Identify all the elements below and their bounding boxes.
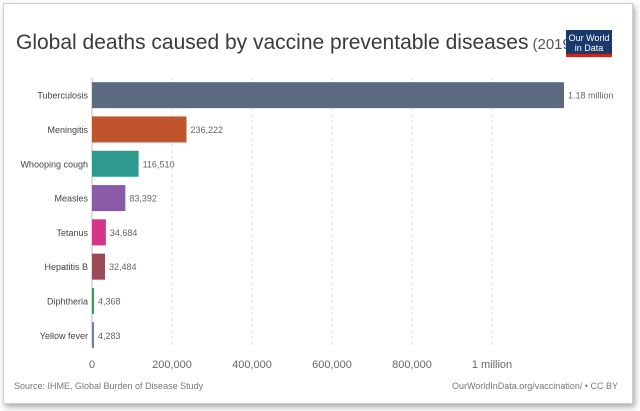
- logo-line-2: in Data: [574, 43, 604, 53]
- category-label: Diphtheria: [47, 296, 88, 306]
- bar: [92, 150, 139, 177]
- category-label: Tetanus: [56, 228, 88, 238]
- bar: [92, 116, 187, 143]
- value-label: 32,484: [109, 262, 137, 272]
- value-label: 116,510: [143, 159, 175, 169]
- bar: [92, 322, 94, 349]
- owid-logo[interactable]: Our World in Data: [566, 30, 612, 57]
- x-tick-label: 400,000: [232, 359, 272, 371]
- credit-note[interactable]: OurWorldInData.org/vaccination/ • CC BY: [451, 381, 618, 391]
- logo-accent-bar: [566, 54, 612, 57]
- value-label: 34,684: [110, 228, 138, 238]
- title-year: (2019): [532, 36, 576, 53]
- bar: [92, 287, 94, 314]
- value-label: 236,222: [190, 125, 223, 135]
- bar: [92, 219, 106, 246]
- category-label: Hepatitis B: [44, 262, 88, 272]
- title-text: Global deaths caused by vaccine preventa…: [16, 31, 529, 54]
- x-tick-label: 0: [89, 359, 95, 371]
- category-label: Yellow fever: [40, 331, 88, 341]
- x-tick-label: 800,000: [392, 359, 432, 371]
- x-tick-label: 600,000: [312, 359, 352, 371]
- category-label: Tuberculosis: [37, 91, 88, 101]
- category-label: Whooping cough: [20, 159, 88, 169]
- value-label: 4,368: [98, 296, 121, 306]
- bar: [92, 253, 105, 280]
- bar: [92, 82, 564, 109]
- logo-line-1: Our World: [568, 33, 610, 43]
- value-label: 83,392: [129, 194, 157, 204]
- source-note[interactable]: Source: IHME, Global Burden of Disease S…: [14, 381, 204, 391]
- bar: [92, 185, 126, 212]
- chart-title: Global deaths caused by vaccine preventa…: [16, 31, 576, 55]
- value-label: 4,283: [98, 331, 121, 341]
- category-label: Meningitis: [47, 125, 88, 135]
- x-tick-label: 1 million: [472, 359, 512, 371]
- value-label: 1.18 million: [568, 91, 614, 101]
- x-tick-label: 200,000: [152, 359, 192, 371]
- category-label: Measles: [54, 194, 88, 204]
